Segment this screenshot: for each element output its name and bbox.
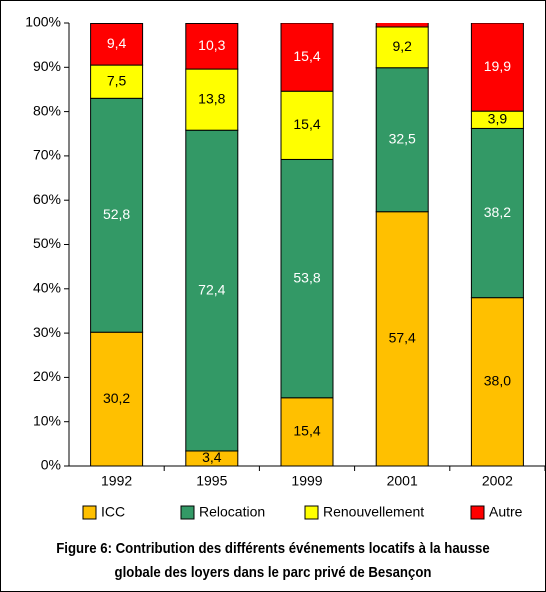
- x-tick-label: 1995: [196, 473, 227, 489]
- y-tick-label: 0%: [41, 457, 61, 473]
- plot-area: 30,2 52,8 7,5 9,4 3,4 72,4 13,8 10,3 15,4 53,8 15,…: [90, 4, 524, 466]
- value-label: 38,0: [484, 373, 511, 389]
- legend-label: Autre: [489, 504, 523, 520]
- value-label: 3,4: [202, 449, 222, 465]
- value-label: 72,4: [198, 281, 225, 297]
- legend-swatch: [470, 505, 485, 520]
- value-label: 3,9: [488, 110, 508, 126]
- x-tick-label: 1992: [101, 473, 132, 489]
- legend-label: ICC: [101, 504, 125, 520]
- bar-segment: [375, 211, 429, 466]
- value-label: 7,5: [107, 72, 127, 88]
- y-tick-label: 30%: [33, 324, 61, 340]
- bar-segment: [90, 331, 144, 466]
- bar-segment: [280, 23, 334, 92]
- bar-segment: [375, 26, 429, 69]
- bar-segment: [470, 297, 524, 466]
- value-label: 6,0: [392, 4, 412, 20]
- legend-label: Relocation: [199, 504, 265, 520]
- value-label: 38,2: [484, 204, 511, 220]
- value-label: 53,8: [293, 269, 320, 285]
- x-tick-label: 2002: [482, 473, 513, 489]
- y-tick-label: 40%: [33, 280, 61, 296]
- value-label: 30,2: [103, 390, 130, 406]
- legend-swatch: [304, 505, 319, 520]
- y-tick-label: 100%: [25, 14, 61, 30]
- bar-segment: [185, 129, 239, 452]
- y-tick-label: 80%: [33, 102, 61, 118]
- value-label: 13,8: [198, 90, 225, 106]
- value-label: 10,3: [198, 37, 225, 53]
- bar-segment: [375, 23, 429, 28]
- bar-segment: [90, 23, 144, 66]
- y-tick-label: 70%: [33, 147, 61, 163]
- chart: 30,2 52,8 7,5 9,4 3,4 72,4 13,8 10,3 15,4 53,8 15,…: [25, 4, 545, 520]
- bar-segment: [470, 23, 524, 112]
- y-tick-label: 20%: [33, 368, 61, 384]
- y-tick-label: 60%: [33, 191, 61, 207]
- x-tick-label: 2001: [387, 473, 418, 489]
- bar-segment: [90, 97, 144, 333]
- value-label: 9,4: [107, 35, 127, 51]
- bar-segment: [470, 127, 524, 299]
- bar-segment: [185, 23, 239, 70]
- bar-segment: [280, 397, 334, 466]
- y-tick-label: 90%: [33, 58, 61, 74]
- value-label: 15,4: [293, 423, 320, 439]
- y-tick-label: 50%: [33, 235, 61, 251]
- value-label: 52,8: [103, 206, 130, 222]
- bar-segment: [185, 68, 239, 131]
- x-tick-label: 1999: [291, 473, 322, 489]
- value-label: 57,4: [389, 330, 416, 346]
- value-label: 15,4: [293, 48, 320, 64]
- caption: Figure 6: Contribution des différents év…: [56, 540, 490, 581]
- legend-label: Renouvellement: [323, 504, 424, 520]
- value-label: 9,2: [392, 38, 412, 54]
- bar-segment: [280, 158, 334, 399]
- bar-segment: [280, 90, 334, 160]
- legend-swatch: [82, 505, 97, 520]
- value-label: 32,5: [389, 130, 416, 146]
- value-label: 19,9: [484, 58, 511, 74]
- legend-swatch: [180, 505, 195, 520]
- y-tick-label: 10%: [33, 412, 61, 428]
- value-label: 15,4: [293, 116, 320, 132]
- bar-segment: [375, 67, 429, 213]
